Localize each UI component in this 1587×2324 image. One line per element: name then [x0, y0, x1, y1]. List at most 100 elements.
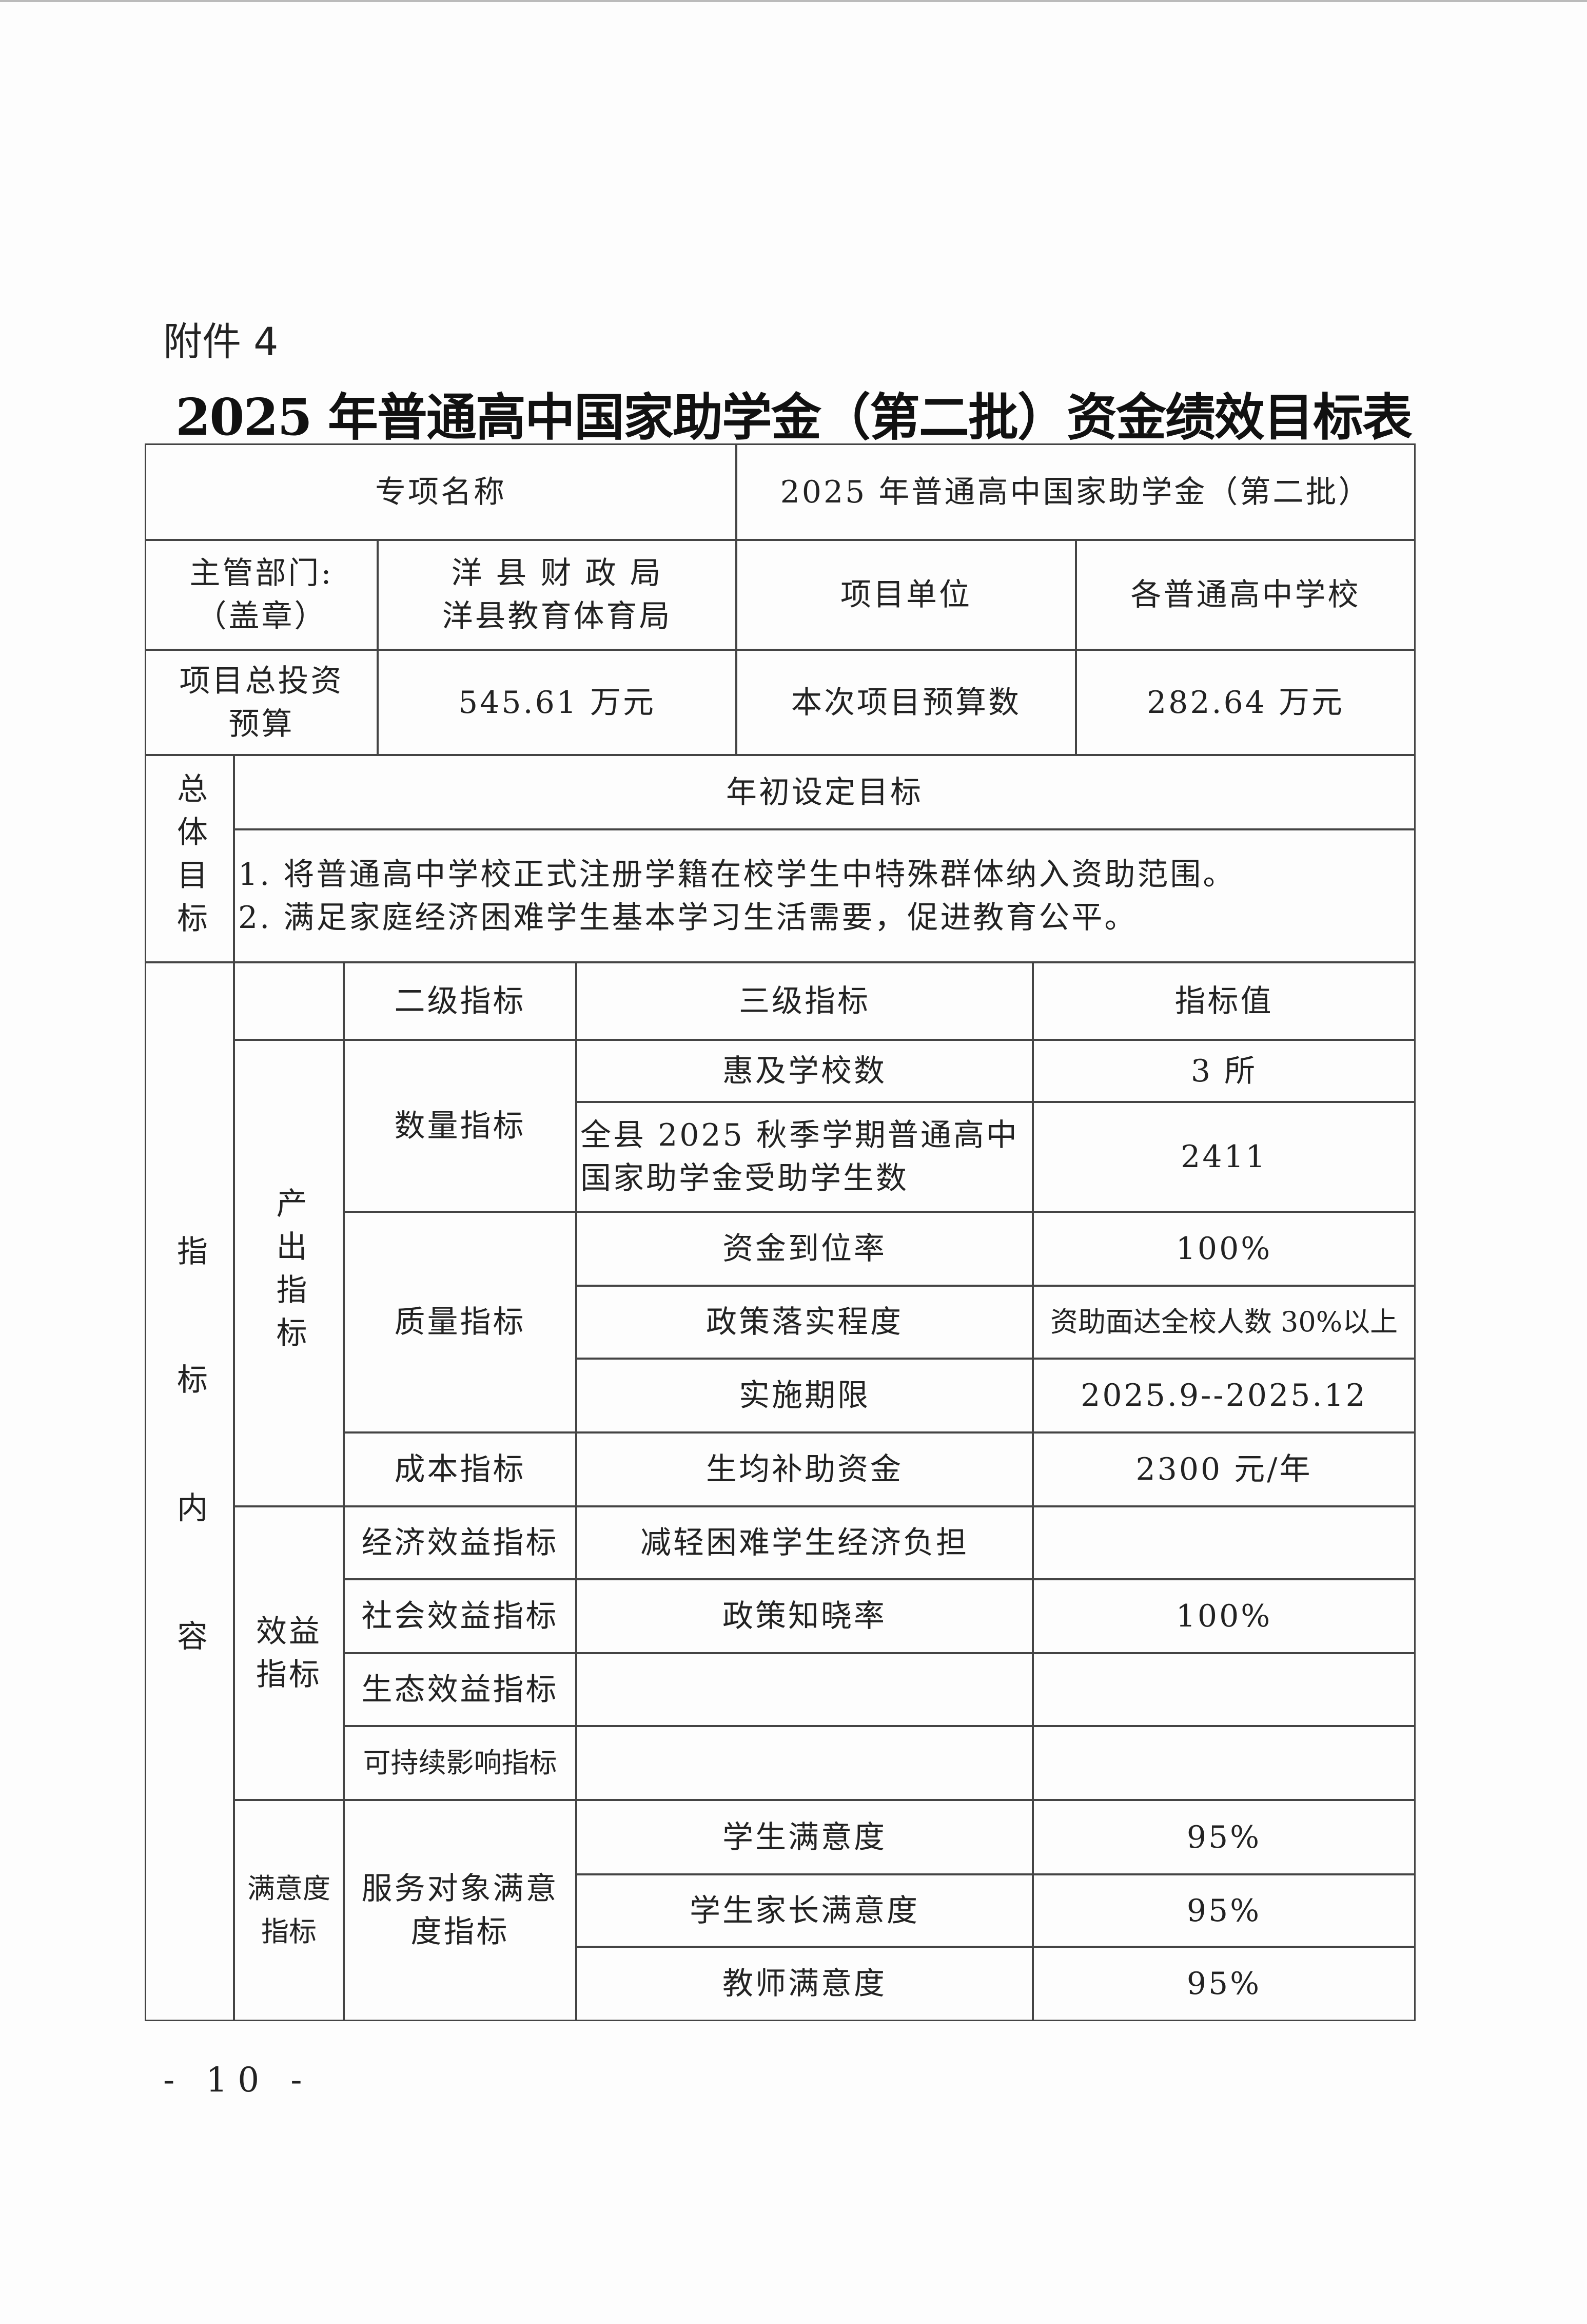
level3-indicator-cell: 教师满意度 — [576, 1946, 1033, 2021]
total-budget-value: 545.61 万元 — [458, 684, 656, 721]
unit-value-cell: 各普通高中学校 — [1075, 539, 1416, 650]
header-level3: 三级指标 — [739, 983, 870, 1019]
overall-goal-label: 总体目标 — [171, 772, 208, 945]
indicator-value-cell: 2025.9--2025.12 — [1032, 1358, 1416, 1433]
quantity-indicator-label: 数量指标 — [394, 1108, 526, 1144]
benefit-indicator-label-cell: 效益 指标 — [233, 1506, 344, 1800]
header-level2-cell: 二级指标 — [343, 962, 577, 1040]
goal-header: 年初设定目标 — [726, 774, 923, 810]
indicator-value-cell: 100% — [1032, 1579, 1416, 1654]
level2-indicator-cell: 可持续影响指标 — [343, 1726, 577, 1800]
service-satisfaction-label: 服务对象满意 度指标 — [361, 1871, 559, 1950]
level2-indicator-cell: 经济效益指标 — [343, 1506, 577, 1580]
total-budget-label-cell: 项目总投资 预算 — [145, 649, 378, 756]
level3-indicator-cell: 生均补助资金 — [576, 1432, 1033, 1507]
indicator-value-cell: 2411 — [1032, 1101, 1416, 1212]
dept-value-cell: 洋 县 财 政 局 洋县教育体育局 — [377, 539, 737, 650]
level3-indicator-cell: 学生满意度 — [576, 1799, 1033, 1875]
indicator-value-cell: 100% — [1032, 1211, 1416, 1286]
benefit-indicator-label: 效益 指标 — [256, 1614, 322, 1693]
level3-indicator: 政策知晓率 — [722, 1598, 887, 1634]
header-blank-cell — [233, 962, 344, 1040]
attachment-label: 附件 4 — [163, 319, 279, 364]
level3-indicator: 学生家长满意度 — [690, 1892, 919, 1929]
header-level2: 二级指标 — [394, 983, 526, 1019]
indicator-value-cell — [1032, 1653, 1416, 1727]
indicator-content-label: 指标内容 — [171, 1235, 208, 1748]
level2-indicator: 经济效益指标 — [361, 1525, 559, 1561]
indicator-value-cell — [1032, 1726, 1416, 1800]
level2-indicator: 生态效益指标 — [361, 1672, 559, 1708]
indicator-value: 100% — [1175, 1598, 1272, 1634]
current-budget-label-cell: 本次项目预算数 — [736, 649, 1076, 756]
level3-indicator-cell: 减轻困难学生经济负担 — [576, 1506, 1033, 1580]
indicator-value-cell — [1032, 1506, 1416, 1580]
indicator-value: 3 所 — [1190, 1053, 1258, 1089]
indicator-value: 2411 — [1181, 1139, 1267, 1175]
level3-indicator-cell: 实施期限 — [576, 1358, 1033, 1433]
header-level3-cell: 三级指标 — [576, 962, 1033, 1040]
level3-indicator: 生均补助资金 — [706, 1451, 903, 1487]
indicator-value-cell: 2300 元/年 — [1032, 1432, 1416, 1507]
overall-goal-label-cell: 总体目标 — [145, 754, 234, 963]
service-satisfaction-label-cell: 服务对象满意 度指标 — [343, 1799, 577, 2021]
current-budget-value: 282.64 万元 — [1146, 684, 1344, 721]
level2-indicator-cell: 社会效益指标 — [343, 1579, 577, 1654]
level3-indicator: 教师满意度 — [722, 1966, 887, 2002]
indicator-value-cell: 3 所 — [1032, 1039, 1416, 1102]
project-name-label: 专项名称 — [375, 474, 506, 510]
unit-label-cell: 项目单位 — [736, 539, 1076, 650]
total-budget-label: 项目总投资 预算 — [179, 663, 344, 742]
unit-value: 各普通高中学校 — [1130, 577, 1361, 613]
project-name-label-cell: 专项名称 — [145, 443, 737, 540]
satisfaction-indicator-label-cell: 满意度 指标 — [233, 1799, 344, 2021]
quality-indicator-label: 质量指标 — [394, 1304, 526, 1340]
satisfaction-indicator-label: 满意度 指标 — [247, 1872, 330, 1948]
level2-indicator: 可持续影响指标 — [363, 1747, 557, 1779]
level3-indicator: 全县 2025 秋季学期普通高中国家助学金受助学生数 — [580, 1117, 1019, 1196]
level2-indicator: 社会效益指标 — [361, 1598, 559, 1634]
indicator-value-cell: 资助面达全校人数 30%以上 — [1032, 1285, 1416, 1359]
total-budget-value-cell: 545.61 万元 — [377, 649, 737, 756]
indicator-value: 2300 元/年 — [1135, 1451, 1312, 1487]
indicator-value-cell: 95% — [1032, 1874, 1416, 1947]
level3-indicator: 减轻困难学生经济负担 — [640, 1525, 969, 1561]
indicator-value: 100% — [1175, 1231, 1272, 1267]
level3-indicator-cell — [576, 1653, 1033, 1727]
level3-indicator-cell: 学生家长满意度 — [576, 1874, 1033, 1947]
cost-indicator-label: 成本指标 — [394, 1451, 526, 1487]
quality-indicator-label-cell: 质量指标 — [343, 1211, 577, 1433]
quantity-indicator-label-cell: 数量指标 — [343, 1039, 577, 1212]
level3-indicator: 政策落实程度 — [706, 1304, 903, 1340]
level3-indicator-cell: 政策知晓率 — [576, 1579, 1033, 1654]
cost-indicator-label-cell: 成本指标 — [343, 1432, 577, 1507]
level2-indicator-cell: 生态效益指标 — [343, 1653, 577, 1727]
level3-indicator: 实施期限 — [739, 1378, 870, 1413]
level3-indicator: 惠及学校数 — [722, 1053, 887, 1089]
level3-indicator-cell: 资金到位率 — [576, 1211, 1033, 1286]
level3-indicator-cell: 全县 2025 秋季学期普通高中国家助学金受助学生数 — [576, 1101, 1033, 1212]
indicator-value: 95% — [1186, 1892, 1262, 1929]
indicator-value: 资助面达全校人数 30%以上 — [1050, 1306, 1398, 1338]
dept-label-cell: 主管部门: （盖章） — [145, 539, 378, 650]
project-name-value-cell: 2025 年普通高中国家助学金（第二批） — [736, 443, 1416, 540]
header-value-cell: 指标值 — [1032, 962, 1416, 1040]
indicator-value: 95% — [1186, 1819, 1262, 1855]
project-name-value: 2025 年普通高中国家助学金（第二批） — [780, 474, 1372, 510]
indicator-value-cell: 95% — [1032, 1799, 1416, 1875]
level3-indicator-cell: 惠及学校数 — [576, 1039, 1033, 1102]
indicator-content-label-cell: 指标内容 — [145, 962, 234, 2021]
goals-text-cell: 1. 将普通高中学校正式注册学籍在校学生中特殊群体纳入资助范围。 2. 满足家庭… — [233, 829, 1416, 963]
dept-value: 洋 县 财 政 局 洋县教育体育局 — [442, 555, 672, 634]
dept-label: 主管部门: （盖章） — [189, 555, 334, 634]
level3-indicator: 资金到位率 — [722, 1231, 887, 1267]
current-budget-value-cell: 282.64 万元 — [1075, 649, 1416, 756]
output-indicator-label-cell: 产出指标 — [233, 1039, 344, 1507]
header-value: 指标值 — [1174, 983, 1273, 1019]
indicator-value: 95% — [1186, 1966, 1262, 2002]
level3-indicator-cell — [576, 1726, 1033, 1800]
level3-indicator-cell: 政策落实程度 — [576, 1285, 1033, 1359]
current-budget-label: 本次项目预算数 — [791, 684, 1021, 721]
unit-label: 项目单位 — [840, 577, 972, 613]
